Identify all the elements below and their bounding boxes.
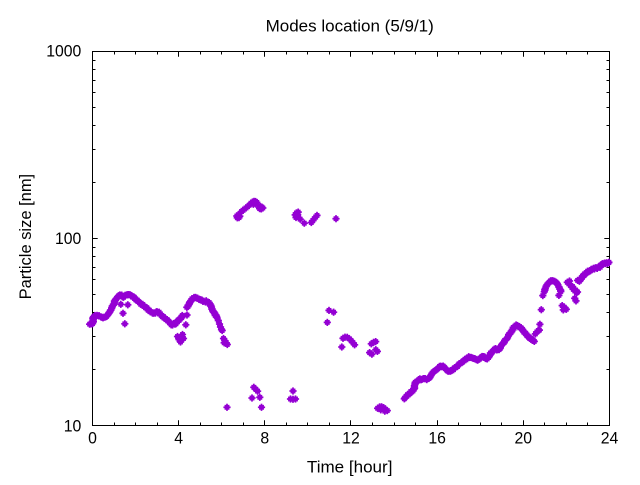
svg-text:12: 12 xyxy=(342,429,360,448)
svg-text:24: 24 xyxy=(601,429,619,448)
svg-text:4: 4 xyxy=(174,429,183,448)
svg-text:Time [hour]: Time [hour] xyxy=(307,458,393,477)
svg-text:20: 20 xyxy=(515,429,533,448)
svg-text:100: 100 xyxy=(55,229,81,248)
svg-text:8: 8 xyxy=(260,429,269,448)
svg-text:Modes location (5/9/1): Modes location (5/9/1) xyxy=(266,16,434,35)
svg-text:16: 16 xyxy=(428,429,446,448)
svg-text:1000: 1000 xyxy=(46,42,81,61)
svg-text:Particle size [nm]: Particle size [nm] xyxy=(16,174,35,300)
svg-text:10: 10 xyxy=(64,417,82,436)
svg-text:0: 0 xyxy=(88,429,97,448)
